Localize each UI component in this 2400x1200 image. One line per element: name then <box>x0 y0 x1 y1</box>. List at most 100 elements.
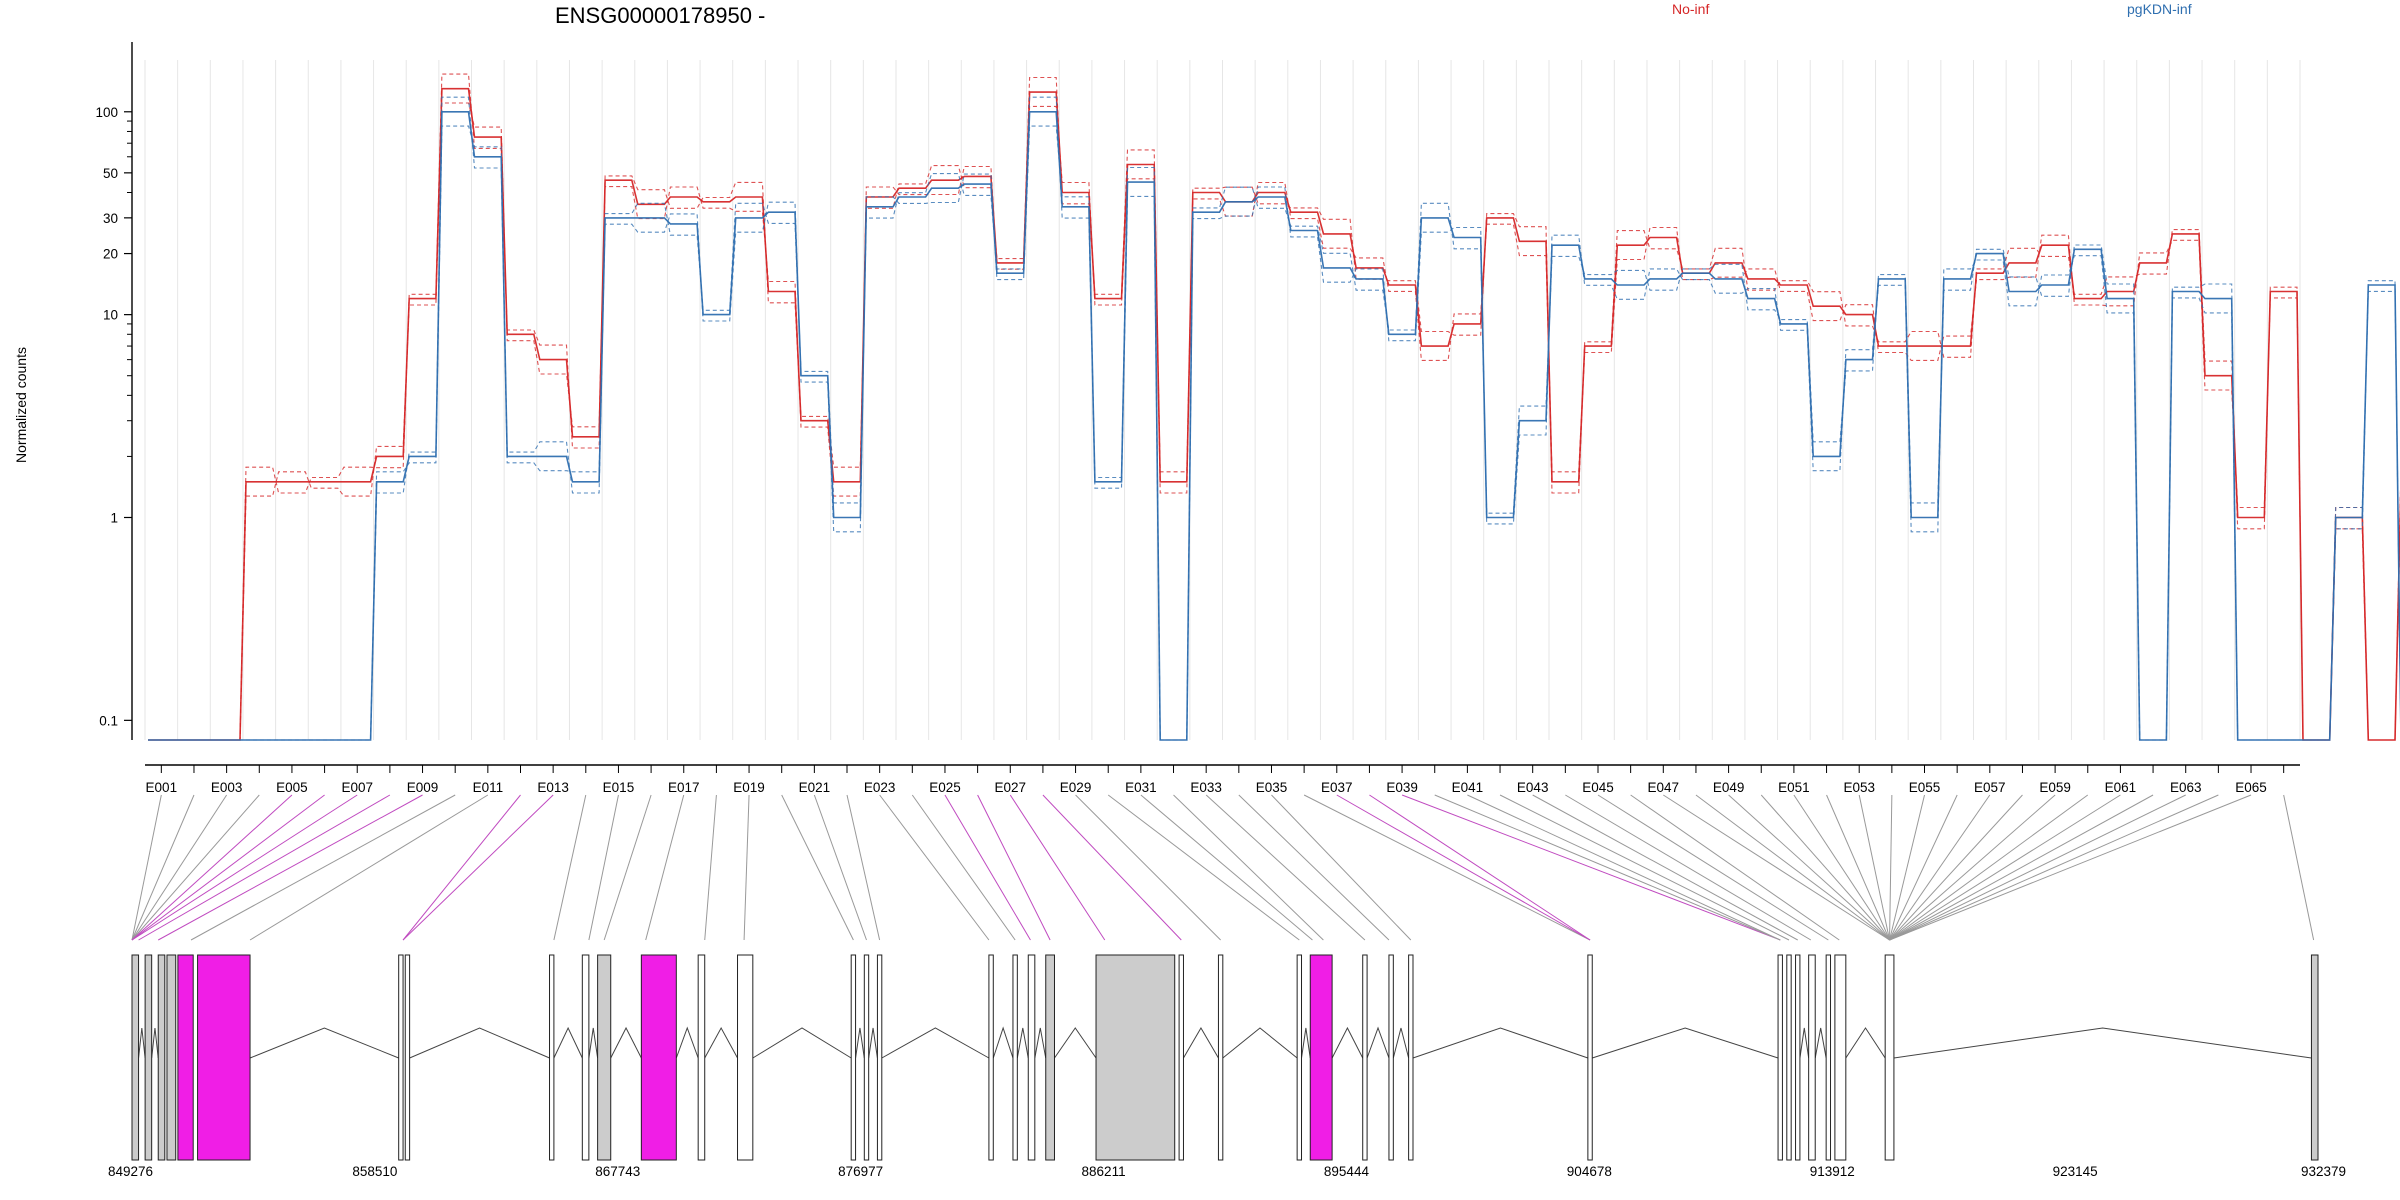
exon-block <box>1095 954 1176 1161</box>
y-tick-label: 100 <box>95 105 118 120</box>
exon-connector <box>1889 794 2186 941</box>
x-tick-label: E065 <box>2235 780 2267 795</box>
exon-connector <box>131 794 195 941</box>
exon-connector <box>1889 794 2219 941</box>
exon-block <box>1309 954 1333 1161</box>
position-label: 849276 <box>108 1164 153 1179</box>
intron-line <box>1392 1027 1410 1059</box>
y-tick-label: 1 <box>110 510 118 525</box>
exon-connector <box>1889 794 1925 941</box>
x-tick-label: E053 <box>1843 780 1875 795</box>
exon-connector <box>131 794 293 941</box>
intron-line <box>704 1026 738 1059</box>
x-tick-label: E007 <box>341 780 373 795</box>
exon-connector <box>1075 794 1221 941</box>
exon-block <box>1296 954 1303 1161</box>
exon-connector <box>588 794 619 941</box>
gene-track: 849276 858510 867743 876977 886211 895444 9046… <box>108 954 2346 1179</box>
exon-block <box>1362 954 1368 1161</box>
exon-connector <box>1532 794 1798 941</box>
x-tick-label: E047 <box>1648 780 1680 795</box>
x-tick-label: E033 <box>1190 780 1222 795</box>
position-label: 858510 <box>352 1164 397 1179</box>
exon-block <box>1777 954 1783 1161</box>
x-tick-label: E005 <box>276 780 308 795</box>
exon-block <box>1012 954 1018 1161</box>
exon-connector <box>1336 794 1591 941</box>
intron-line <box>249 1027 399 1059</box>
x-tick-label: E015 <box>603 780 635 795</box>
x-tick-label: E023 <box>864 780 896 795</box>
y-tick-label: 30 <box>103 211 118 226</box>
exon-connector <box>1205 794 1366 941</box>
y-tick-label: 50 <box>103 166 118 181</box>
exon-connector <box>190 794 456 941</box>
exon-connector <box>131 794 260 941</box>
exon-connector <box>1499 794 1790 941</box>
y-tick-label: 0.1 <box>99 713 118 728</box>
grid-lines <box>144 60 2301 740</box>
y-axis-label: Normalized counts <box>13 347 29 463</box>
exon-block <box>863 954 870 1161</box>
exon-connector <box>1889 794 1991 941</box>
exon-connector <box>131 794 325 941</box>
x-tick-label: E059 <box>2039 780 2071 795</box>
x-tick-label: E041 <box>1452 780 1484 795</box>
x-tick-label: E013 <box>537 780 569 795</box>
intron-line <box>1034 1027 1047 1059</box>
x-axis: E001 E003 E005 E007 E009 E011 E013 E015 E017 E019… <box>145 764 2300 795</box>
exon-connector <box>813 794 867 941</box>
exon-connector <box>553 794 587 941</box>
exon-block <box>144 954 153 1161</box>
intron-line <box>1799 1027 1810 1059</box>
x-tick-label: E011 <box>473 780 504 795</box>
exon-block <box>1795 954 1801 1161</box>
intron-line <box>553 1026 583 1059</box>
position-label: 932379 <box>2301 1164 2346 1179</box>
exon-block <box>177 954 194 1161</box>
exon-block <box>1045 954 1055 1161</box>
exon-connector <box>1107 794 1300 941</box>
intron-line <box>675 1026 699 1059</box>
intron-line <box>588 1027 599 1059</box>
position-label: 923145 <box>2053 1164 2098 1179</box>
exon-block <box>1027 954 1036 1161</box>
exon-connector <box>2283 794 2315 941</box>
exon-connector <box>1565 794 1812 941</box>
intron-line <box>855 1027 865 1059</box>
exon-connector <box>1434 794 1781 941</box>
chart-title: ENSG00000178950 - <box>555 3 765 28</box>
exon-block <box>988 954 994 1161</box>
x-tick-label: E027 <box>994 780 1026 795</box>
exon-connector <box>1140 794 1313 941</box>
exon-connector <box>1663 794 1890 941</box>
exon-connector <box>131 794 228 941</box>
intron-line <box>151 1027 159 1059</box>
exon-block <box>1884 954 1895 1161</box>
exon-block <box>549 954 555 1161</box>
series-lines <box>148 73 2400 741</box>
exon-connector <box>1826 794 1891 941</box>
legend-no-inf: No-inf <box>1672 1 1709 17</box>
exon-connector <box>743 794 750 941</box>
exon-connector <box>131 794 358 941</box>
intron-line <box>1301 1027 1311 1059</box>
series-line <box>148 111 2400 741</box>
exon-connector <box>1173 794 1324 941</box>
intron-line <box>1331 1026 1364 1059</box>
exon-block <box>697 954 706 1161</box>
exon-connector <box>1728 794 1890 941</box>
exon-block <box>1217 954 1224 1161</box>
exon-block <box>737 954 754 1161</box>
x-tick-label: E063 <box>2170 780 2202 795</box>
x-tick-label: E049 <box>1713 780 1745 795</box>
exon-connector <box>781 794 854 941</box>
intron-line <box>1893 1027 2312 1059</box>
exon-connector <box>1597 794 1829 941</box>
exon-connector <box>879 794 990 941</box>
intron-line <box>1016 1027 1029 1059</box>
exon-block <box>1786 954 1792 1161</box>
exon-block <box>876 954 883 1161</box>
x-tick-label: E031 <box>1125 780 1157 795</box>
